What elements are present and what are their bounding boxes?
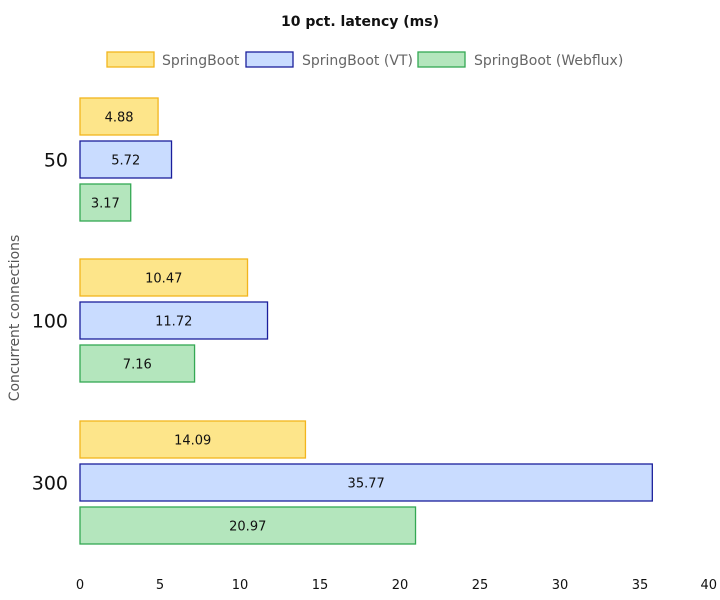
legend-swatch — [106, 51, 155, 68]
x-tick-label: 5 — [156, 578, 164, 593]
bar — [79, 97, 159, 136]
bar-value-label: 7.16 — [123, 358, 152, 373]
category-label: 300 — [32, 473, 68, 495]
bar-value-label: 11.72 — [155, 315, 192, 330]
bar — [79, 344, 196, 383]
bar — [79, 258, 249, 297]
legend-label: SpringBoot (VT) — [302, 53, 413, 69]
bar — [79, 183, 132, 222]
bar — [79, 140, 173, 179]
legend-label: SpringBoot (Webflux) — [474, 53, 623, 69]
legend-label: SpringBoot — [162, 53, 240, 69]
bar-value-label: 35.77 — [348, 477, 385, 492]
x-axis-ticks: 0 5 10 15 20 25 30 35 40 — [76, 578, 717, 593]
bar-value-label: 14.09 — [174, 434, 211, 449]
x-tick-label: 10 — [232, 578, 249, 593]
legend: SpringBoot SpringBoot (VT) SpringBoot (Web… — [106, 51, 623, 69]
chart-title: 10 pct. latency (ms) — [281, 14, 439, 30]
y-axis-label: Concurrent connections — [7, 235, 23, 402]
bar-value-label: 3.17 — [91, 197, 120, 212]
bar — [79, 420, 307, 459]
bar — [79, 301, 269, 340]
x-tick-label: 20 — [392, 578, 409, 593]
x-tick-label: 15 — [312, 578, 329, 593]
bar-value-label: 4.88 — [105, 111, 134, 126]
bar-value-label: 5.72 — [111, 154, 140, 169]
bar-value-label: 10.47 — [145, 272, 182, 287]
bar — [79, 506, 417, 545]
x-tick-label: 30 — [552, 578, 569, 593]
legend-swatch — [245, 51, 294, 68]
category-labels: 50 100 300 — [32, 150, 68, 495]
category-label: 100 — [32, 311, 68, 333]
legend-swatch — [417, 51, 466, 68]
plot-area: 4.88 5.72 3.17 10.47 11.72 7.16 14.09 35.77 20.9… — [79, 97, 653, 545]
x-tick-label: 35 — [632, 578, 649, 593]
bar-value-label: 20.97 — [229, 520, 266, 535]
x-tick-label: 40 — [700, 578, 717, 593]
bar — [79, 463, 653, 502]
x-tick-label: 25 — [472, 578, 489, 593]
category-label: 50 — [44, 150, 68, 172]
x-tick-label: 0 — [76, 578, 84, 593]
